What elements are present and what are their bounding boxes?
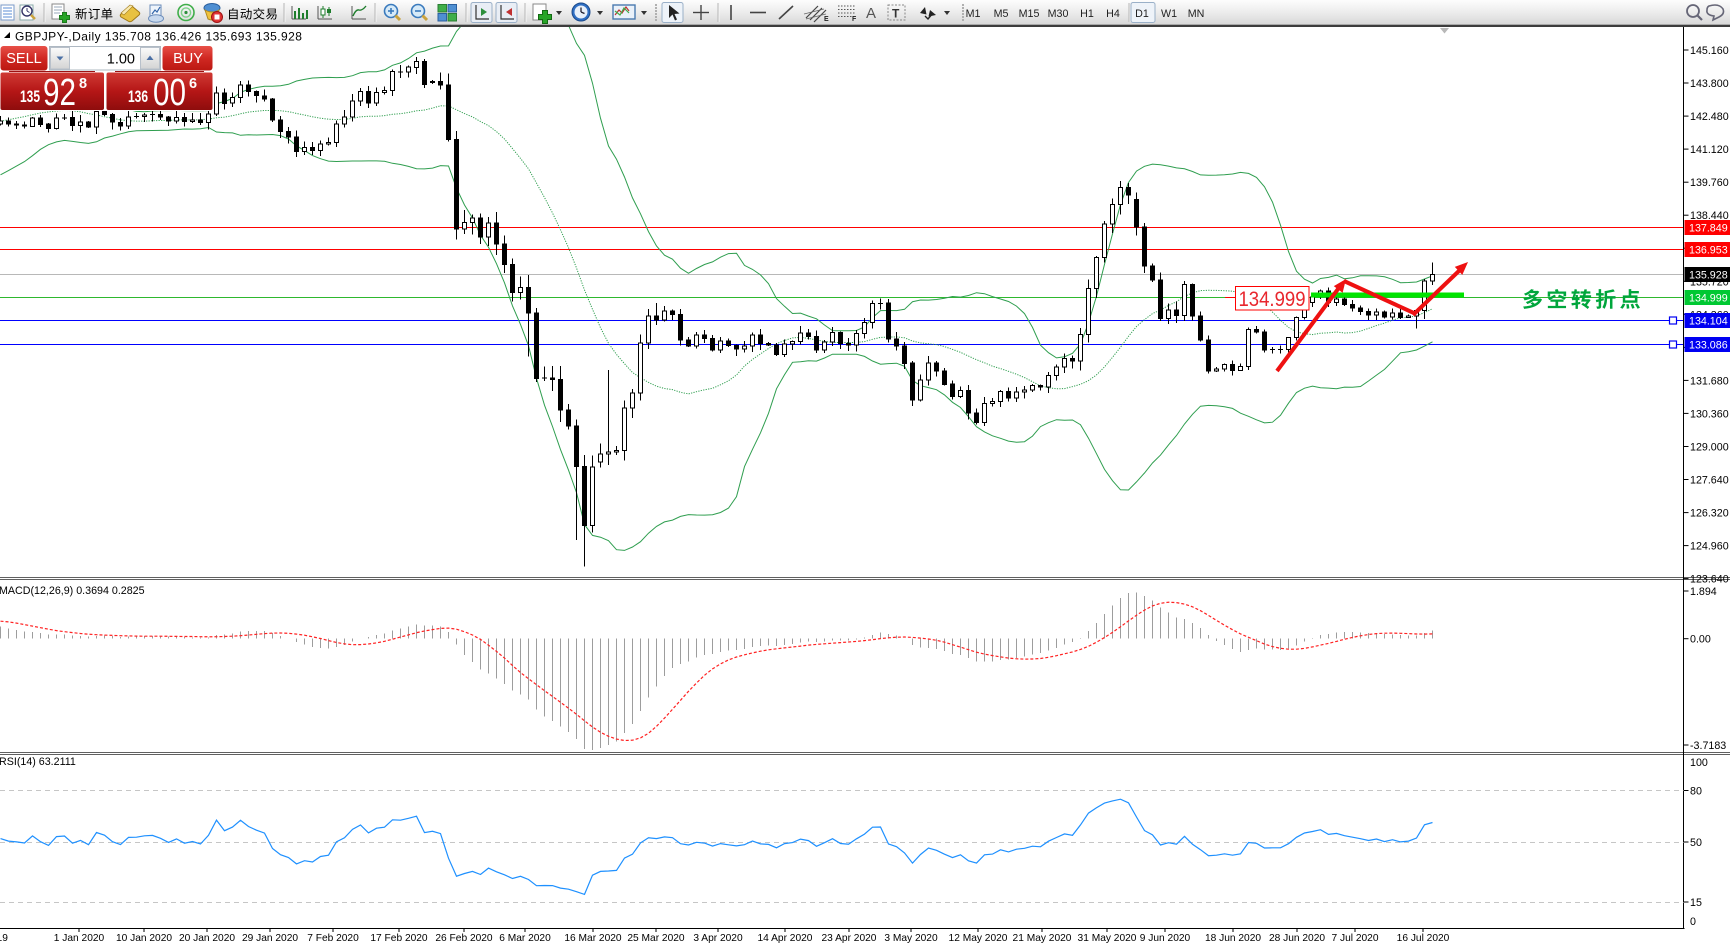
svg-text:136.953: 136.953: [1689, 245, 1728, 257]
svg-text:7 Jul 2020: 7 Jul 2020: [1331, 933, 1378, 944]
svg-text:1 Jan 2020: 1 Jan 2020: [54, 933, 105, 944]
svg-text:28 Jun 2020: 28 Jun 2020: [1269, 933, 1325, 944]
svg-text:127.640: 127.640: [1690, 475, 1729, 487]
svg-text:50: 50: [1690, 837, 1702, 849]
svg-text:25 Dec 2019: 25 Dec 2019: [0, 933, 8, 944]
svg-text:16 Mar 2020: 16 Mar 2020: [564, 933, 622, 944]
svg-text:7 Feb 2020: 7 Feb 2020: [307, 933, 359, 944]
svg-text:MN: MN: [1188, 8, 1205, 20]
svg-text:15: 15: [1690, 897, 1702, 909]
svg-text:12 May 2020: 12 May 2020: [949, 933, 1008, 944]
svg-text:00: 00: [153, 72, 186, 114]
svg-text:3 May 2020: 3 May 2020: [884, 933, 938, 944]
svg-text:10 Jan 2020: 10 Jan 2020: [116, 933, 172, 944]
svg-text:21 May 2020: 21 May 2020: [1013, 933, 1072, 944]
svg-text:129.000: 129.000: [1690, 442, 1729, 454]
svg-text:141.120: 141.120: [1690, 144, 1729, 156]
svg-text:9 Jun 2020: 9 Jun 2020: [1140, 933, 1191, 944]
svg-text:H4: H4: [1106, 8, 1120, 20]
svg-text:143.800: 143.800: [1690, 78, 1729, 90]
svg-text:1.00: 1.00: [107, 52, 135, 68]
svg-text:145.160: 145.160: [1690, 45, 1729, 57]
svg-text:8: 8: [79, 76, 87, 92]
svg-text:H1: H1: [1080, 8, 1094, 20]
svg-text:23 Apr 2020: 23 Apr 2020: [822, 933, 877, 944]
svg-text:M30: M30: [1048, 8, 1069, 20]
svg-text:92: 92: [43, 72, 76, 114]
svg-text:18 Jun 2020: 18 Jun 2020: [1205, 933, 1261, 944]
svg-text:F: F: [852, 16, 857, 23]
svg-text:133.086: 133.086: [1689, 340, 1728, 352]
svg-text:131.680: 131.680: [1690, 375, 1729, 387]
svg-text:134.999: 134.999: [1689, 293, 1728, 305]
svg-text:135.928: 135.928: [1689, 270, 1728, 282]
svg-text:A: A: [866, 5, 876, 22]
svg-text:M1: M1: [966, 8, 981, 20]
svg-text:142.480: 142.480: [1690, 111, 1729, 123]
svg-text:134.104: 134.104: [1689, 316, 1728, 328]
svg-text:BUY: BUY: [173, 51, 203, 67]
svg-text:14 Apr 2020: 14 Apr 2020: [758, 933, 813, 944]
svg-text:31 May 2020: 31 May 2020: [1078, 933, 1137, 944]
svg-text:80: 80: [1690, 785, 1702, 797]
svg-text:29 Jan 2020: 29 Jan 2020: [242, 933, 298, 944]
svg-text:139.760: 139.760: [1690, 177, 1729, 189]
svg-text:123.640: 123.640: [1690, 574, 1729, 586]
svg-text:16 Jul 2020: 16 Jul 2020: [1397, 933, 1450, 944]
svg-text:1.894: 1.894: [1690, 586, 1717, 598]
svg-text:0.00: 0.00: [1690, 634, 1711, 646]
svg-text:D1: D1: [1135, 8, 1149, 20]
svg-text:135: 135: [20, 88, 40, 106]
svg-text:100: 100: [1690, 757, 1708, 769]
svg-text:SELL: SELL: [6, 51, 41, 67]
svg-text:M5: M5: [994, 8, 1009, 20]
svg-text:M15: M15: [1019, 8, 1040, 20]
svg-text:17 Feb 2020: 17 Feb 2020: [370, 933, 428, 944]
svg-text:130.360: 130.360: [1690, 408, 1729, 420]
svg-text:MACD(12,26,9) 0.3694 0.2825: MACD(12,26,9) 0.3694 0.2825: [0, 585, 145, 597]
svg-text:-3.7183: -3.7183: [1690, 740, 1726, 752]
svg-text:136: 136: [128, 88, 148, 106]
svg-text:126.320: 126.320: [1690, 508, 1729, 520]
svg-text:3 Apr 2020: 3 Apr 2020: [693, 933, 743, 944]
svg-text:124.960: 124.960: [1690, 541, 1729, 553]
svg-text:RSI(14) 63.2111: RSI(14) 63.2111: [0, 756, 76, 768]
svg-text:6: 6: [189, 76, 197, 92]
svg-text:0: 0: [1690, 916, 1696, 928]
svg-text:137.849: 137.849: [1689, 223, 1728, 235]
svg-text:138.440: 138.440: [1690, 210, 1729, 222]
svg-text:25 Mar 2020: 25 Mar 2020: [627, 933, 685, 944]
svg-text:T: T: [892, 7, 900, 21]
svg-text:134.999: 134.999: [1239, 287, 1306, 311]
svg-text:26 Feb 2020: 26 Feb 2020: [435, 933, 493, 944]
svg-text:W1: W1: [1161, 8, 1177, 20]
svg-text:GBPJPY-,Daily 135.708 136.426: GBPJPY-,Daily 135.708 136.426 135.693 13…: [15, 30, 302, 44]
svg-text:E: E: [824, 16, 829, 23]
svg-text:6 Mar 2020: 6 Mar 2020: [499, 933, 551, 944]
svg-text:20 Jan 2020: 20 Jan 2020: [179, 933, 235, 944]
